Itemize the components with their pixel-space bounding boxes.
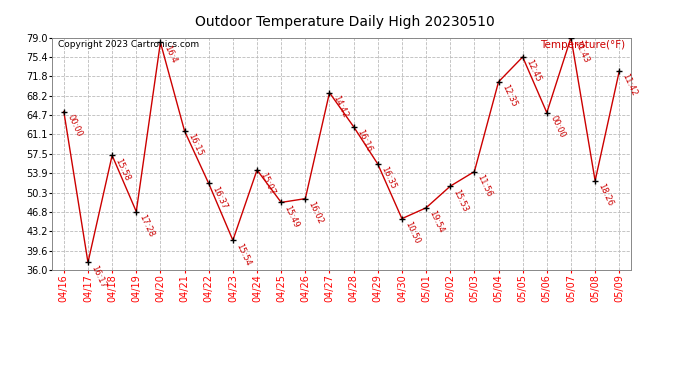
Text: 15:54: 15:54 [235,242,253,267]
Text: 16:35: 16:35 [380,165,397,191]
Text: 15:07: 15:07 [259,171,277,197]
Text: 16:15: 16:15 [186,132,204,158]
Text: 00:00: 00:00 [66,113,83,138]
Text: 16:37: 16:37 [210,185,228,210]
Text: 16:17: 16:17 [90,264,108,290]
Text: 11:43: 11:43 [573,39,591,64]
Text: 12:35: 12:35 [500,83,518,109]
Text: 15:58: 15:58 [114,157,132,182]
Text: 16:4: 16:4 [162,44,178,64]
Text: 00:00: 00:00 [549,114,566,140]
Text: 17:28: 17:28 [138,213,156,238]
Text: 10:50: 10:50 [404,220,422,245]
Text: 15:49: 15:49 [283,204,301,229]
Text: 15:53: 15:53 [452,188,470,213]
Text: 11:42: 11:42 [621,72,639,98]
Text: Copyright 2023 Cartronics.com: Copyright 2023 Cartronics.com [57,40,199,49]
Text: 16:16: 16:16 [355,128,373,154]
Text: 14:42: 14:42 [331,94,349,119]
Text: 11:56: 11:56 [476,173,494,198]
Text: Outdoor Temperature Daily High 20230510: Outdoor Temperature Daily High 20230510 [195,15,495,29]
Text: 19:54: 19:54 [428,209,446,234]
Text: Temperature(°F): Temperature(°F) [540,40,626,50]
Text: 18:26: 18:26 [597,182,615,208]
Text: 12:45: 12:45 [524,58,542,84]
Text: 16:02: 16:02 [307,200,325,225]
